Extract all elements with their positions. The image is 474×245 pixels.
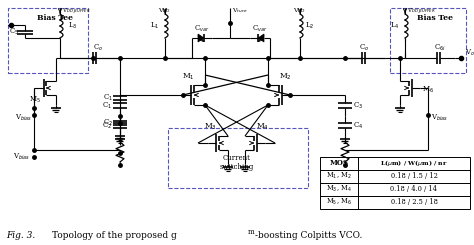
Text: V$_{DD\_BUFFER}$: V$_{DD\_BUFFER}$ bbox=[407, 7, 436, 15]
Text: -boosting Colpitts VCO.: -boosting Colpitts VCO. bbox=[255, 231, 363, 240]
Text: M$_1$, M$_2$: M$_1$, M$_2$ bbox=[326, 171, 352, 181]
Text: C$_5$: C$_5$ bbox=[9, 27, 19, 37]
Text: V$_{tune}$: V$_{tune}$ bbox=[232, 7, 248, 15]
Text: C$_o$: C$_o$ bbox=[93, 43, 103, 53]
Text: C$_2$: C$_2$ bbox=[102, 121, 112, 131]
Text: 0.18 / 4.0 / 14: 0.18 / 4.0 / 14 bbox=[391, 185, 438, 193]
Text: C$_1$: C$_1$ bbox=[103, 93, 113, 103]
Text: V$_{DD\_BUFFER}$: V$_{DD\_BUFFER}$ bbox=[62, 7, 91, 15]
Text: Topology of the proposed g: Topology of the proposed g bbox=[52, 231, 177, 240]
Text: L$_2$: L$_2$ bbox=[305, 21, 315, 31]
Text: Bias Tee: Bias Tee bbox=[37, 14, 73, 22]
Text: m: m bbox=[248, 228, 255, 236]
Text: V$_{bias}$: V$_{bias}$ bbox=[431, 113, 448, 123]
Text: M$_4$: M$_4$ bbox=[255, 122, 268, 132]
Text: C$_{var}$: C$_{var}$ bbox=[194, 24, 210, 34]
Bar bbox=[320, 157, 470, 209]
Text: C$_2$: C$_2$ bbox=[103, 118, 113, 128]
Text: C$_4$: C$_4$ bbox=[353, 121, 363, 131]
Text: V$_{DD}$: V$_{DD}$ bbox=[158, 7, 172, 15]
Text: L($\mu$m) / W($\mu$m) / nr: L($\mu$m) / W($\mu$m) / nr bbox=[380, 158, 448, 168]
Text: V$_o$+: V$_o$+ bbox=[465, 48, 474, 58]
Text: Bias Tee: Bias Tee bbox=[417, 14, 453, 22]
Text: M$_3$: M$_3$ bbox=[203, 122, 217, 132]
Text: M$_2$: M$_2$ bbox=[279, 72, 292, 82]
Polygon shape bbox=[258, 34, 264, 42]
Text: M$_1$: M$_1$ bbox=[182, 72, 194, 82]
Bar bbox=[390, 8, 466, 73]
Text: 0.18 / 1.5 / 12: 0.18 / 1.5 / 12 bbox=[391, 172, 438, 180]
Text: C$_1$: C$_1$ bbox=[102, 101, 112, 111]
Bar bbox=[8, 8, 88, 73]
Text: C$_o$: C$_o$ bbox=[359, 43, 369, 53]
Text: V$_{DD}$: V$_{DD}$ bbox=[293, 7, 307, 15]
Text: M$_5$, M$_6$: M$_5$, M$_6$ bbox=[326, 197, 352, 207]
Text: C$_{var}$: C$_{var}$ bbox=[252, 24, 268, 34]
Bar bbox=[168, 128, 308, 188]
Text: Current: Current bbox=[223, 154, 251, 162]
Text: MOS: MOS bbox=[329, 159, 348, 167]
Polygon shape bbox=[198, 34, 204, 42]
Text: M$_6$: M$_6$ bbox=[422, 85, 434, 95]
Text: L$_1$: L$_1$ bbox=[150, 21, 160, 31]
Text: C$_3$: C$_3$ bbox=[353, 101, 363, 111]
Text: V$_{bias}$: V$_{bias}$ bbox=[13, 152, 30, 162]
Text: M$_3$, M$_4$: M$_3$, M$_4$ bbox=[326, 184, 352, 194]
Text: V$_{bias}$: V$_{bias}$ bbox=[16, 113, 33, 123]
Text: M$_5$: M$_5$ bbox=[29, 95, 41, 105]
Text: 0.18 / 2.5 / 18: 0.18 / 2.5 / 18 bbox=[391, 198, 438, 206]
Text: L$_4$: L$_4$ bbox=[390, 21, 400, 31]
Text: switching: switching bbox=[220, 163, 254, 171]
Text: Fig. 3.: Fig. 3. bbox=[6, 231, 35, 240]
Text: L$_3$: L$_3$ bbox=[68, 21, 77, 31]
Text: C$_{6i}$: C$_{6i}$ bbox=[434, 43, 446, 53]
